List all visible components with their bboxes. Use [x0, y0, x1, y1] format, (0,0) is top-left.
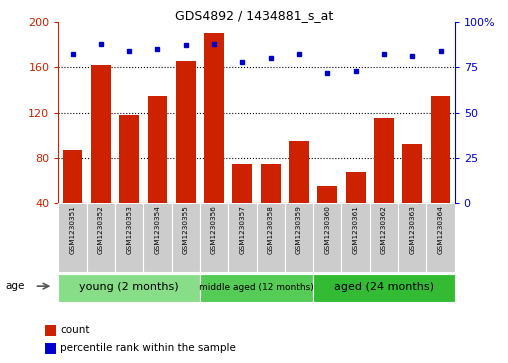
Text: young (2 months): young (2 months) — [79, 282, 179, 292]
Text: percentile rank within the sample: percentile rank within the sample — [60, 343, 236, 354]
Bar — [374, 118, 394, 203]
Bar — [345, 172, 365, 203]
Text: GSM1230359: GSM1230359 — [296, 205, 302, 254]
Bar — [431, 95, 451, 203]
Bar — [62, 150, 82, 203]
Bar — [289, 141, 309, 203]
Text: aged (24 months): aged (24 months) — [334, 282, 434, 292]
Bar — [148, 95, 167, 203]
Bar — [313, 274, 455, 302]
Bar — [119, 115, 139, 203]
Bar — [228, 203, 257, 272]
Bar — [426, 203, 455, 272]
Text: count: count — [60, 325, 89, 335]
Bar — [402, 144, 422, 203]
Bar — [58, 274, 200, 302]
Bar — [200, 203, 228, 272]
Bar — [91, 65, 111, 203]
Text: GSM1230356: GSM1230356 — [211, 205, 217, 254]
Text: GSM1230364: GSM1230364 — [437, 205, 443, 254]
Text: middle aged (12 months): middle aged (12 months) — [199, 282, 314, 291]
Text: GSM1230355: GSM1230355 — [183, 205, 189, 254]
Bar — [261, 164, 280, 203]
Text: GSM1230360: GSM1230360 — [324, 205, 330, 254]
Bar — [45, 325, 56, 336]
Bar — [143, 203, 172, 272]
Bar — [115, 203, 143, 272]
Text: GDS4892 / 1434881_s_at: GDS4892 / 1434881_s_at — [175, 9, 333, 22]
Bar — [257, 203, 285, 272]
Text: GSM1230353: GSM1230353 — [126, 205, 132, 254]
Bar — [313, 203, 341, 272]
Text: GSM1230358: GSM1230358 — [268, 205, 274, 254]
Text: GSM1230351: GSM1230351 — [70, 205, 76, 254]
Text: GSM1230357: GSM1230357 — [239, 205, 245, 254]
Bar — [370, 203, 398, 272]
Bar — [176, 61, 196, 203]
Text: age: age — [5, 281, 24, 291]
Text: GSM1230352: GSM1230352 — [98, 205, 104, 254]
Text: GSM1230363: GSM1230363 — [409, 205, 415, 254]
Text: GSM1230354: GSM1230354 — [154, 205, 161, 254]
Bar — [200, 274, 313, 302]
Text: GSM1230362: GSM1230362 — [381, 205, 387, 254]
Bar — [58, 203, 87, 272]
Bar — [341, 203, 370, 272]
Bar — [233, 164, 252, 203]
Bar — [204, 33, 224, 203]
Bar — [87, 203, 115, 272]
Bar — [172, 203, 200, 272]
Bar — [45, 343, 56, 354]
Bar — [398, 203, 426, 272]
Bar — [318, 186, 337, 203]
Text: GSM1230361: GSM1230361 — [353, 205, 359, 254]
Bar — [285, 203, 313, 272]
